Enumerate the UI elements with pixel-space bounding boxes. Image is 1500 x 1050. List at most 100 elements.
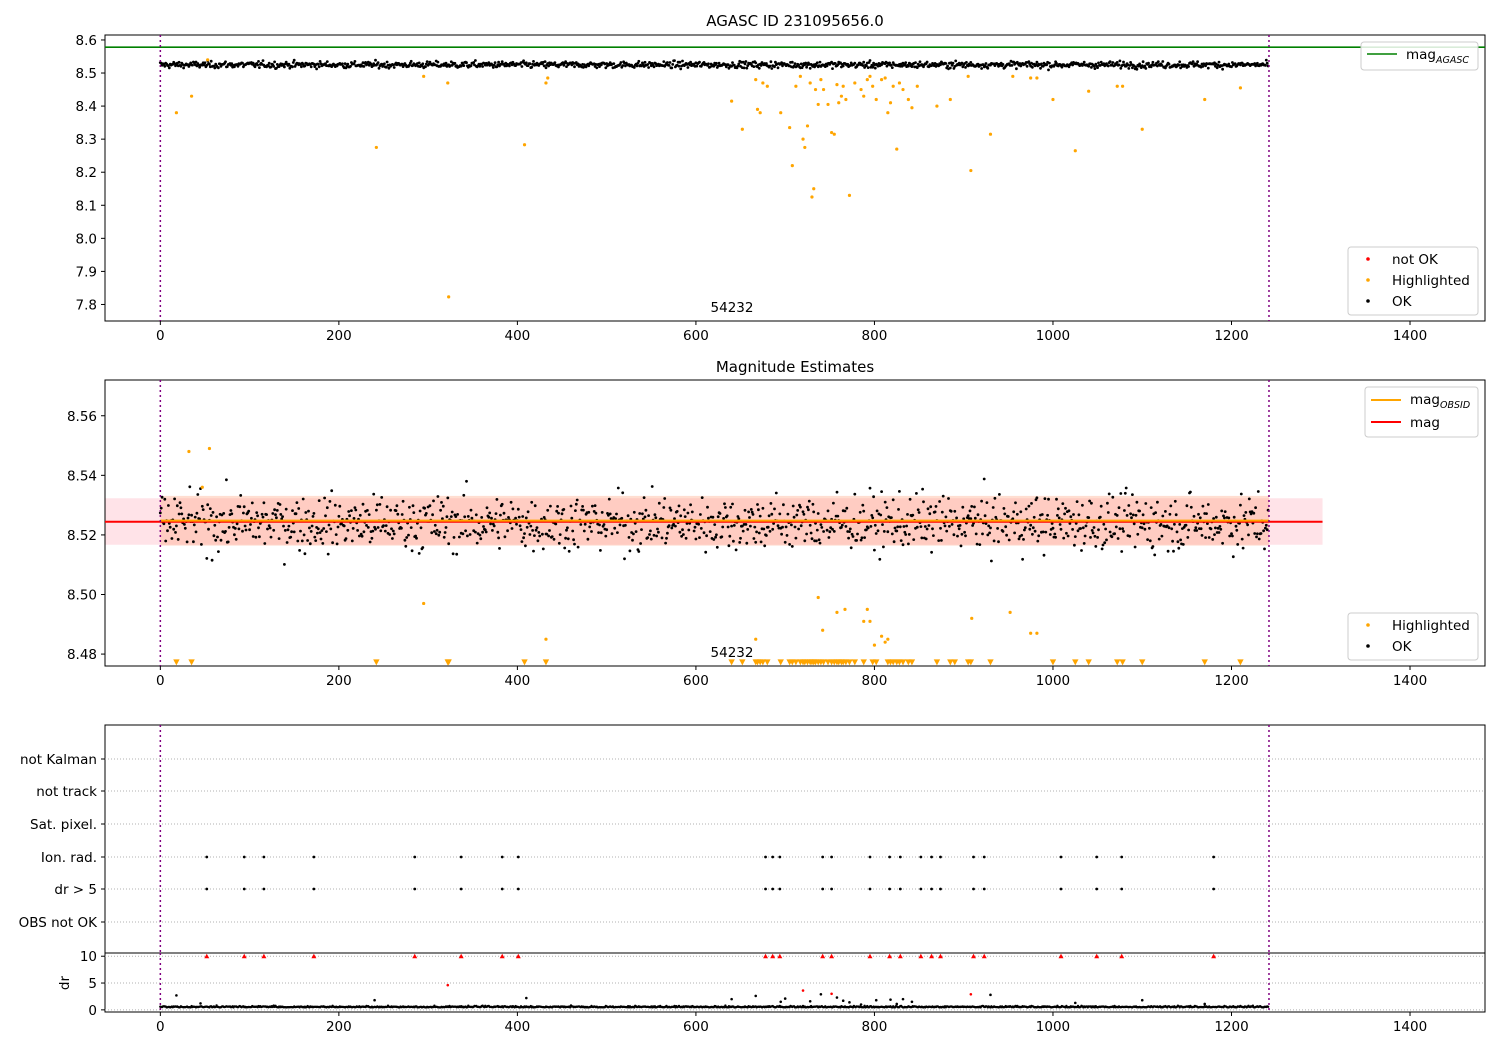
ok-point [863,536,866,539]
ok-point [574,502,578,506]
ok-point [774,491,778,495]
dr-y-tick-label: 10 [80,949,97,965]
ok-point [182,517,186,521]
legend-mag-label: mag [1410,415,1440,431]
ok-point [462,493,466,497]
ok-point [937,539,941,542]
panel1-y-tick-label: 8.2 [76,165,97,181]
ok-point [1212,517,1215,520]
ok-point [1110,535,1114,539]
ok-point [1129,61,1132,64]
ok-point [333,503,337,507]
flag-point [821,887,825,891]
ok-point [1143,527,1147,531]
ok-point [1127,67,1131,70]
ok-point [462,64,466,67]
ok-point [840,526,843,529]
ok-point [858,510,862,514]
ok-point [886,530,890,534]
ok-point [281,515,284,518]
ok-point [354,508,358,512]
below-range-marker [908,659,916,666]
highlighted-point [832,132,836,136]
ok-point [681,59,684,63]
ok-point [776,66,780,70]
flag-point [972,887,975,891]
ok-point [284,507,288,511]
ok-point [647,66,650,69]
ok-point [483,528,487,532]
ok-point [646,63,650,66]
ok-point [1100,547,1104,551]
ok-point [643,60,647,64]
ok-point [1098,515,1102,519]
dr-axis-label: dr [57,975,73,990]
below-range-marker [777,659,784,666]
ok-point [1125,514,1129,517]
ok-point [959,544,963,548]
ok-point [464,529,467,533]
ok-point [754,61,758,65]
ok-point [976,513,980,517]
highlighted-point [1120,84,1125,88]
ok-point [590,530,593,533]
ok-point [494,512,498,515]
ok-point [1029,523,1033,527]
ok-point [1160,64,1164,67]
highlighted-point [1238,86,1243,90]
ok-point [579,523,583,526]
ok-point [643,515,647,519]
ok-point [191,63,194,67]
dr-clipped-marker [829,953,835,959]
ok-point [1015,67,1018,71]
ok-point [317,499,321,502]
dr-point-outlier [901,997,905,1001]
ok-point [1168,512,1172,516]
ok-point [400,526,403,530]
ok-point [208,507,212,510]
ok-point [761,506,765,510]
ok-point [985,501,989,504]
ok-point [765,62,768,65]
ok-point [836,514,840,518]
flag-row-label: dr > 5 [54,882,97,898]
ok-point [532,549,535,553]
ok-point [1141,513,1145,517]
flag-point [982,887,986,891]
panel1-y-tick-label: 7.8 [76,297,97,313]
ok-point [768,64,772,68]
ok-point [410,549,414,553]
ok-point [698,536,701,539]
flag-point [939,887,942,891]
ok-point [1041,530,1045,534]
ok-point [1123,491,1127,495]
ok-point [700,496,704,499]
panel4-frame [104,952,1486,1013]
flag-point [242,887,246,891]
ok-point [487,515,491,519]
dr-point-outlier [874,998,878,1002]
highlighted-point [546,76,550,80]
ok-point [560,512,564,516]
ok-point [1075,500,1079,503]
ok-point [1106,511,1110,514]
highlighted-point [859,87,863,92]
ok-point [717,61,721,65]
ok-point [508,64,511,68]
flag-point [830,887,833,891]
ok-point [890,66,894,69]
flag-point [1120,887,1124,891]
ok-point [656,527,659,531]
ok-point [880,490,883,493]
ok-point [1103,541,1107,545]
ok-point [308,542,312,546]
ok-point [205,63,209,67]
ok-point [918,60,922,64]
flag-point [205,855,209,859]
ok-point [805,65,808,69]
flag-point [413,887,417,891]
ok-point [850,532,854,536]
ok-point [750,510,754,514]
ok-point [827,536,831,539]
ok-point [1217,60,1221,64]
